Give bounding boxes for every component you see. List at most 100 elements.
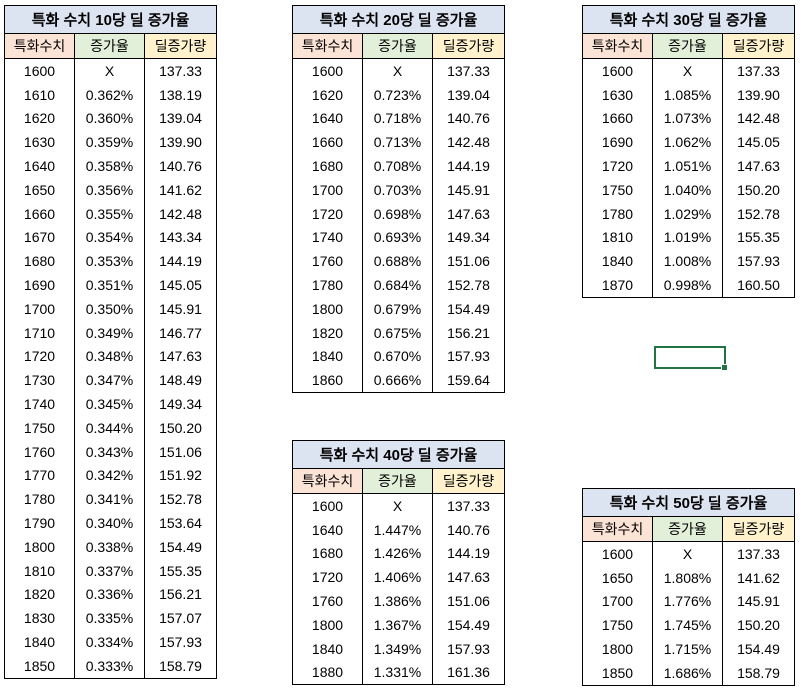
selected-cell[interactable] [654, 346, 728, 371]
cell-stat[interactable]: 1700 [582, 589, 653, 614]
header-damage[interactable]: 딜증가량 [722, 516, 795, 542]
cell-stat[interactable]: 1630 [4, 130, 75, 155]
cell-damage[interactable]: 157.93 [722, 249, 795, 274]
cell-rate[interactable]: 0.998% [652, 273, 723, 298]
cell-damage[interactable]: 149.34 [432, 225, 505, 250]
header-rate[interactable]: 증가율 [74, 33, 145, 59]
cell-stat[interactable]: 1760 [292, 589, 363, 613]
cell-stat[interactable]: 1740 [292, 225, 363, 250]
cell-rate[interactable]: 0.350% [74, 296, 145, 321]
cell-stat[interactable]: 1640 [292, 517, 363, 542]
cell-stat[interactable]: 1680 [292, 154, 363, 178]
cell-damage[interactable]: 154.49 [144, 534, 217, 559]
cell-damage[interactable]: 142.48 [144, 201, 217, 226]
header-stat[interactable]: 특화수치 [582, 33, 653, 59]
cell-stat[interactable]: 1620 [292, 82, 363, 107]
cell-damage[interactable]: 145.91 [722, 589, 795, 614]
cell-damage[interactable]: 154.49 [432, 296, 505, 321]
cell-rate[interactable]: X [362, 58, 433, 83]
cell-damage[interactable]: 151.06 [144, 439, 217, 464]
cell-damage[interactable]: 137.33 [432, 493, 505, 518]
cell-rate[interactable]: 0.360% [74, 106, 145, 131]
cell-rate[interactable]: 0.351% [74, 273, 145, 297]
cell-stat[interactable]: 1760 [4, 439, 75, 464]
cell-rate[interactable]: 1.367% [362, 612, 433, 637]
cell-rate[interactable]: 0.344% [74, 415, 145, 440]
cell-rate[interactable]: 0.675% [362, 320, 433, 345]
cell-damage[interactable]: 137.33 [722, 541, 795, 566]
cell-stat[interactable]: 1800 [4, 534, 75, 559]
cell-damage[interactable]: 143.34 [144, 225, 217, 250]
cell-stat[interactable]: 1650 [582, 565, 653, 590]
cell-rate[interactable]: 0.698% [362, 201, 433, 226]
cell-stat[interactable]: 1880 [292, 660, 363, 685]
cell-stat[interactable]: 1720 [292, 201, 363, 226]
cell-damage[interactable]: 144.19 [432, 541, 505, 566]
header-stat[interactable]: 특화수치 [292, 33, 363, 59]
header-rate[interactable]: 증가율 [652, 33, 723, 59]
cell-rate[interactable]: 1.008% [652, 249, 723, 274]
cell-stat[interactable]: 1840 [292, 636, 363, 661]
header-stat[interactable]: 특화수치 [582, 516, 653, 542]
cell-rate[interactable]: 0.703% [362, 177, 433, 202]
cell-rate[interactable]: 1.426% [362, 541, 433, 566]
cell-stat[interactable]: 1710 [4, 320, 75, 345]
cell-stat[interactable]: 1700 [4, 296, 75, 321]
cell-damage[interactable]: 139.04 [144, 106, 217, 131]
cell-stat[interactable]: 1840 [4, 630, 75, 654]
cell-damage[interactable]: 150.20 [144, 415, 217, 440]
cell-damage[interactable]: 140.76 [144, 154, 217, 178]
cell-damage[interactable]: 140.76 [432, 517, 505, 542]
cell-rate[interactable]: 0.343% [74, 439, 145, 464]
cell-damage[interactable]: 154.49 [432, 612, 505, 637]
cell-rate[interactable]: X [652, 58, 723, 83]
cell-damage[interactable]: 137.33 [144, 58, 217, 83]
cell-stat[interactable]: 1600 [582, 58, 653, 83]
cell-stat[interactable]: 1810 [582, 225, 653, 250]
cell-damage[interactable]: 145.05 [722, 130, 795, 155]
cell-damage[interactable]: 151.06 [432, 249, 505, 274]
cell-stat[interactable]: 1660 [4, 201, 75, 226]
header-stat[interactable]: 특화수치 [4, 33, 75, 59]
cell-stat[interactable]: 1820 [4, 582, 75, 607]
cell-stat[interactable]: 1760 [292, 249, 363, 274]
cell-rate[interactable]: 0.356% [74, 177, 145, 202]
cell-stat[interactable]: 1620 [4, 106, 75, 131]
cell-stat[interactable]: 1690 [4, 273, 75, 297]
cell-rate[interactable]: 1.406% [362, 565, 433, 590]
cell-damage[interactable]: 158.79 [722, 660, 795, 686]
cell-damage[interactable]: 139.90 [144, 130, 217, 155]
cell-damage[interactable]: 156.21 [432, 320, 505, 345]
cell-damage[interactable]: 157.93 [432, 344, 505, 369]
cell-rate[interactable]: 0.340% [74, 511, 145, 535]
cell-rate[interactable]: 0.334% [74, 630, 145, 654]
cell-damage[interactable]: 137.33 [722, 58, 795, 83]
header-rate[interactable]: 증가율 [362, 468, 433, 494]
cell-stat[interactable]: 1750 [4, 415, 75, 440]
cell-damage[interactable]: 144.19 [144, 249, 217, 274]
cell-rate[interactable]: 0.688% [362, 249, 433, 274]
cell-damage[interactable]: 152.78 [722, 201, 795, 226]
cell-damage[interactable]: 148.49 [144, 368, 217, 393]
cell-rate[interactable]: 1.686% [652, 660, 723, 686]
cell-damage[interactable]: 157.93 [432, 636, 505, 661]
cell-rate[interactable]: 0.358% [74, 154, 145, 178]
cell-stat[interactable]: 1600 [292, 58, 363, 83]
cell-rate[interactable]: 0.348% [74, 344, 145, 369]
cell-rate[interactable]: 1.085% [652, 82, 723, 107]
cell-rate[interactable]: 0.359% [74, 130, 145, 155]
cell-damage[interactable]: 141.62 [722, 565, 795, 590]
cell-damage[interactable]: 147.63 [432, 565, 505, 590]
header-rate[interactable]: 증가율 [362, 33, 433, 59]
cell-rate[interactable]: 1.745% [652, 613, 723, 638]
cell-rate[interactable]: 0.349% [74, 320, 145, 345]
cell-rate[interactable]: 0.336% [74, 582, 145, 607]
cell-damage[interactable]: 155.35 [144, 558, 217, 583]
cell-stat[interactable]: 1660 [582, 106, 653, 131]
cell-stat[interactable]: 1690 [582, 130, 653, 155]
cell-rate[interactable]: 0.333% [74, 653, 145, 679]
cell-stat[interactable]: 1720 [582, 154, 653, 178]
cell-stat[interactable]: 1780 [4, 487, 75, 512]
cell-stat[interactable]: 1790 [4, 511, 75, 535]
cell-stat[interactable]: 1810 [4, 558, 75, 583]
